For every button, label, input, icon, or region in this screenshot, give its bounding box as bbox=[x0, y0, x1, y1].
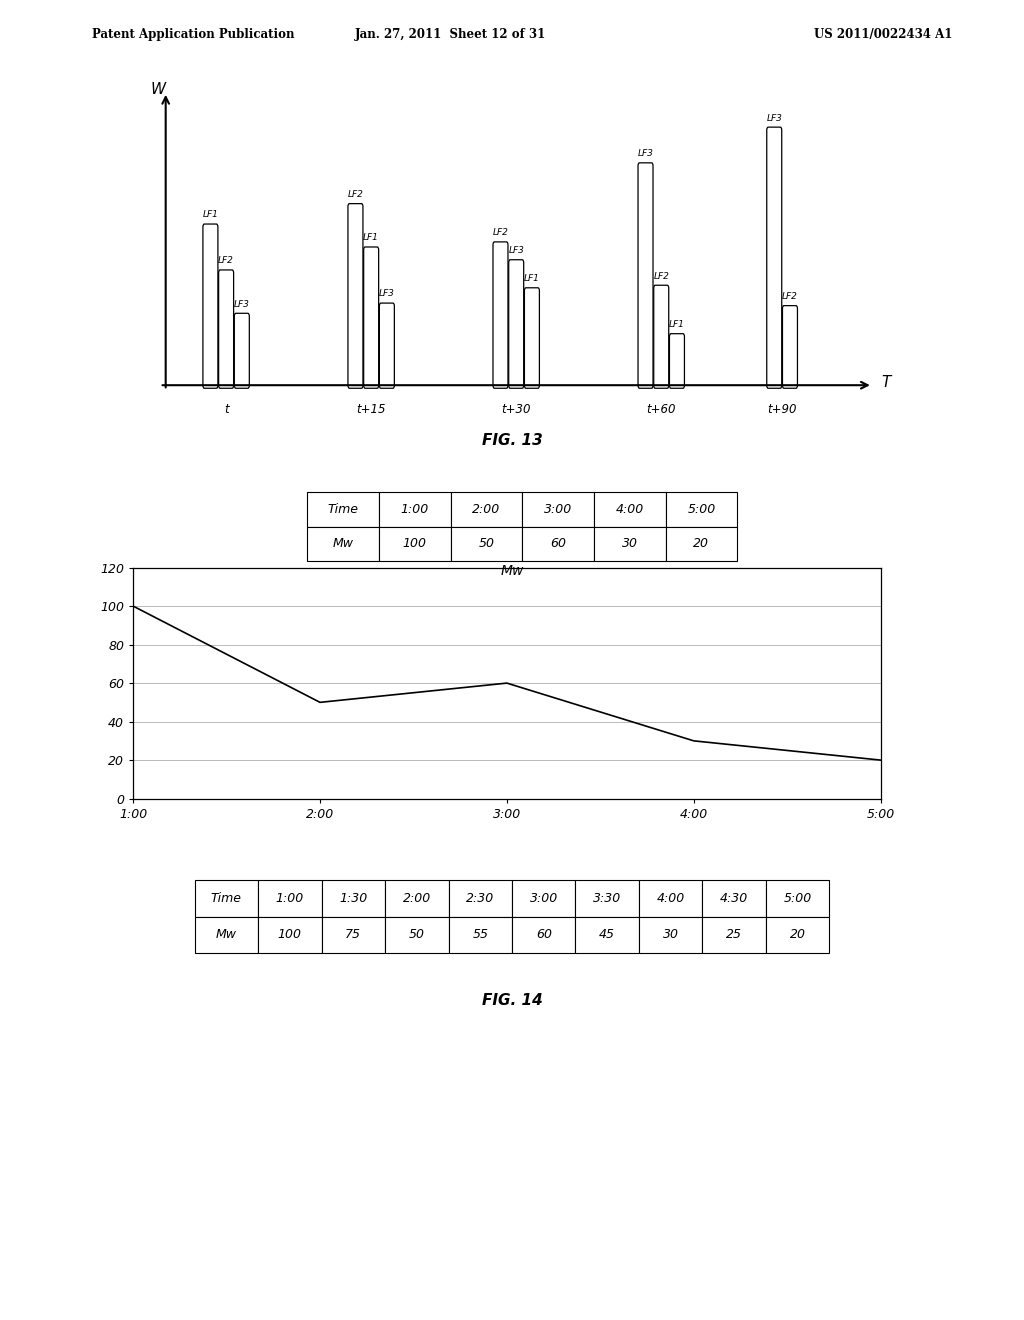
Text: t+15: t+15 bbox=[356, 403, 386, 416]
FancyBboxPatch shape bbox=[493, 242, 508, 388]
FancyBboxPatch shape bbox=[782, 306, 798, 388]
FancyBboxPatch shape bbox=[364, 247, 379, 388]
Text: FIG. 13: FIG. 13 bbox=[481, 433, 543, 447]
Text: LF3: LF3 bbox=[379, 289, 395, 298]
FancyBboxPatch shape bbox=[348, 203, 362, 388]
Text: T: T bbox=[882, 375, 891, 391]
FancyBboxPatch shape bbox=[653, 285, 669, 388]
Text: W: W bbox=[151, 82, 166, 98]
Text: t+90: t+90 bbox=[767, 403, 797, 416]
FancyBboxPatch shape bbox=[234, 313, 249, 388]
Text: US 2011/0022434 A1: US 2011/0022434 A1 bbox=[814, 28, 952, 41]
Text: LF1: LF1 bbox=[669, 319, 685, 329]
FancyBboxPatch shape bbox=[219, 269, 233, 388]
Text: Patent Application Publication: Patent Application Publication bbox=[92, 28, 295, 41]
Text: t+60: t+60 bbox=[646, 403, 676, 416]
Text: LF2: LF2 bbox=[218, 256, 234, 265]
Text: LF1: LF1 bbox=[364, 234, 379, 243]
Text: FIG. 14: FIG. 14 bbox=[481, 993, 543, 1007]
Text: LF3: LF3 bbox=[508, 246, 524, 255]
FancyBboxPatch shape bbox=[767, 127, 781, 388]
Text: LF1: LF1 bbox=[524, 275, 540, 284]
Text: LF1: LF1 bbox=[203, 210, 218, 219]
Text: t: t bbox=[224, 403, 228, 416]
Text: t+30: t+30 bbox=[502, 403, 531, 416]
FancyBboxPatch shape bbox=[509, 260, 523, 388]
Text: LF3: LF3 bbox=[638, 149, 653, 158]
Text: LF2: LF2 bbox=[347, 190, 364, 199]
FancyBboxPatch shape bbox=[638, 162, 653, 388]
Text: LF3: LF3 bbox=[766, 114, 782, 123]
Text: LF2: LF2 bbox=[493, 228, 509, 238]
Text: LF2: LF2 bbox=[782, 292, 798, 301]
Text: LF3: LF3 bbox=[233, 300, 250, 309]
FancyBboxPatch shape bbox=[203, 224, 218, 388]
FancyBboxPatch shape bbox=[379, 304, 394, 388]
Text: LF2: LF2 bbox=[653, 272, 669, 281]
Text: Jan. 27, 2011  Sheet 12 of 31: Jan. 27, 2011 Sheet 12 of 31 bbox=[355, 28, 546, 41]
FancyBboxPatch shape bbox=[670, 334, 684, 388]
Text: Mw: Mw bbox=[501, 564, 523, 578]
FancyBboxPatch shape bbox=[524, 288, 540, 388]
